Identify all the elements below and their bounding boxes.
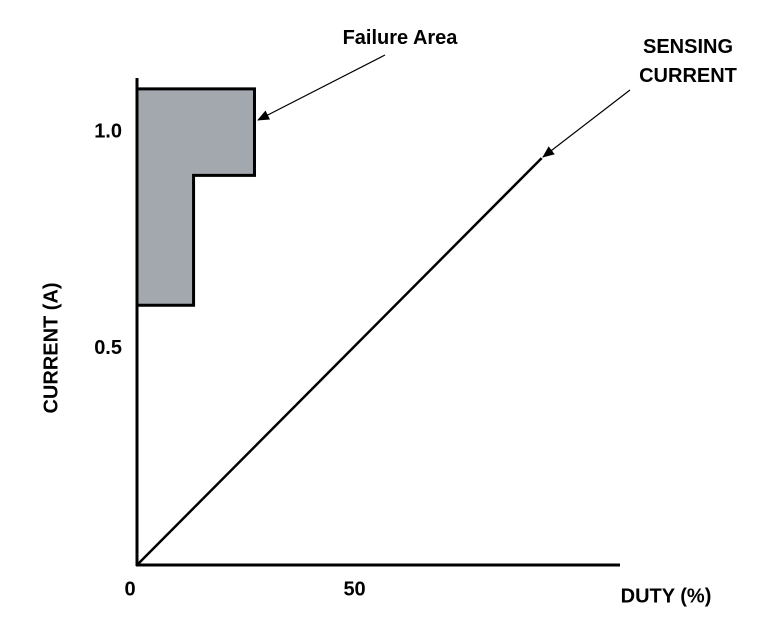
y-axis-label: CURRENT (A) [40, 282, 62, 413]
sensing-arrow [542, 89, 631, 158]
failure-area [135, 87, 256, 307]
failure-arrow [257, 54, 386, 121]
x-tick-label: 0 [124, 578, 135, 600]
y-tick-label: 1.0 [94, 120, 122, 142]
sensing-current-line [136, 157, 543, 566]
y-tick-label: 0.5 [94, 337, 122, 359]
x-axis-label: DUTY (%) [621, 585, 712, 607]
failure-area-label: Failure Area [342, 27, 458, 49]
sensing-current-label: SENSING CURRENT [639, 36, 737, 87]
x-tick-label: 50 [343, 578, 365, 600]
